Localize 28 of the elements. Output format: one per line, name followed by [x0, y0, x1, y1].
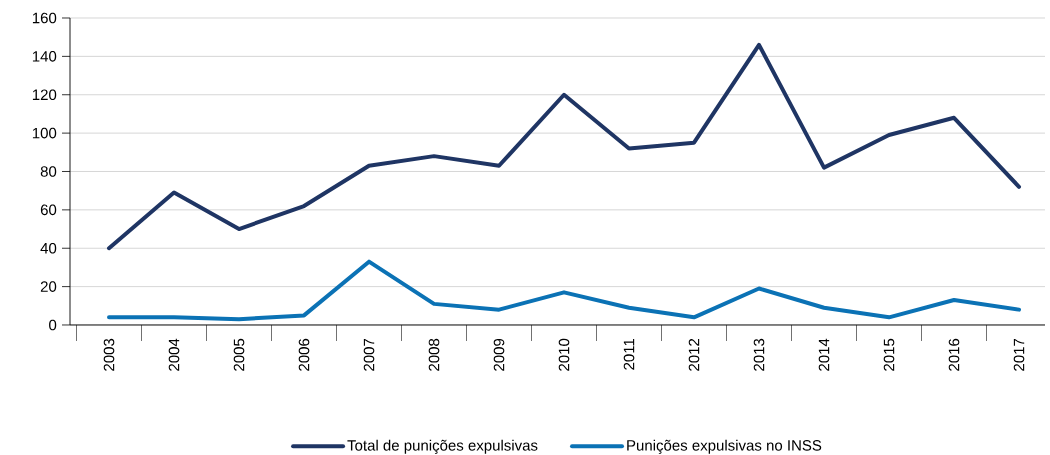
x-tick-label: 2003	[103, 338, 115, 371]
x-tick-label: 2013	[753, 338, 765, 371]
x-tick-label: 2007	[363, 338, 375, 371]
x-tick-label: 2008	[428, 338, 440, 371]
x-tick-label: 2017	[1013, 338, 1025, 371]
y-tick-label: 60	[40, 204, 57, 216]
y-tick-label: 100	[32, 127, 57, 139]
x-tick-label: 2012	[688, 338, 700, 371]
y-tick-label: 120	[32, 89, 57, 101]
x-tick-label: 2016	[948, 338, 960, 371]
legend-label: Total de punições expulsivas	[347, 439, 538, 454]
y-tick-label: 40	[40, 242, 57, 254]
x-tick-label: 2006	[298, 338, 310, 371]
x-tick-label: 2010	[558, 338, 570, 371]
y-tick-label: 140	[32, 51, 57, 62]
y-tick-label: 20	[40, 281, 57, 292]
x-tick-label: 2009	[493, 338, 505, 371]
y-tick-label: 0	[49, 319, 57, 331]
x-tick-label: 2014	[818, 338, 830, 371]
x-tick-label: 2005	[233, 338, 245, 371]
x-tick-label: 2004	[168, 338, 180, 371]
y-tick-label: 80	[40, 166, 57, 177]
line-series	[107, 42, 1022, 251]
x-tick-label: 2015	[883, 338, 895, 371]
y-tick-label: 160	[32, 12, 57, 24]
line-series	[107, 259, 1022, 322]
x-tick-label: 2011	[623, 338, 635, 370]
legend-label: Punições expulsivas no INSS	[627, 439, 822, 454]
